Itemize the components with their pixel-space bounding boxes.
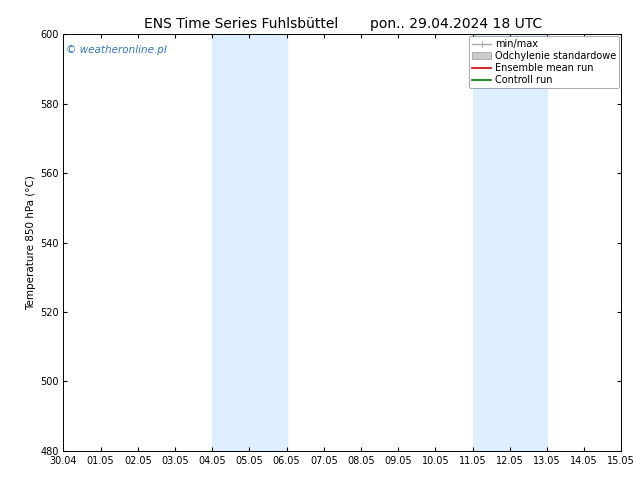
Text: pon.. 29.04.2024 18 UTC: pon.. 29.04.2024 18 UTC — [370, 17, 543, 31]
Bar — [212, 34, 287, 451]
Y-axis label: Temperature 850 hPa (°C): Temperature 850 hPa (°C) — [26, 175, 36, 310]
Bar — [472, 34, 547, 451]
Text: ENS Time Series Fuhlsbüttel: ENS Time Series Fuhlsbüttel — [144, 17, 338, 31]
Text: © weatheronline.pl: © weatheronline.pl — [66, 45, 167, 55]
Legend: min/max, Odchylenie standardowe, Ensemble mean run, Controll run: min/max, Odchylenie standardowe, Ensembl… — [469, 36, 619, 88]
